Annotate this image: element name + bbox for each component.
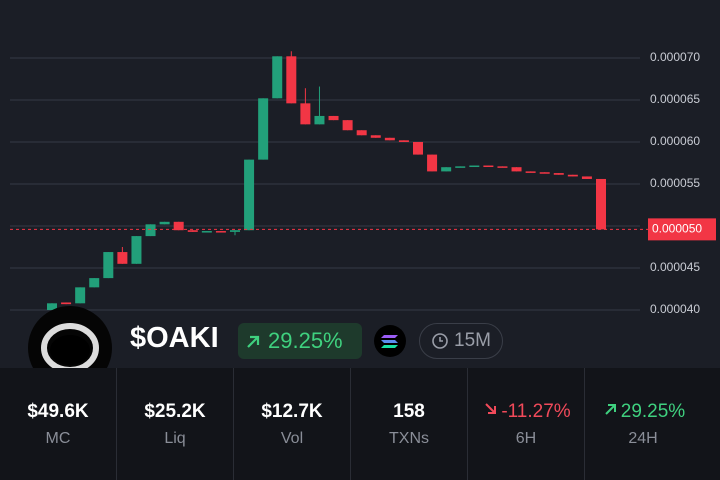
candle-body	[581, 176, 592, 179]
candle-body	[553, 173, 564, 175]
candle-body	[159, 221, 170, 225]
candle-body	[300, 103, 311, 125]
candle-body	[328, 115, 339, 121]
candle-body	[187, 230, 198, 232]
stat-value: $25.2K	[144, 401, 206, 422]
change-text: 29.25%	[268, 328, 343, 353]
stat: -11.27% 6H	[467, 368, 584, 480]
up-arrow	[605, 404, 616, 415]
candle-body	[173, 221, 184, 231]
candle-body	[596, 178, 606, 230]
candle-body	[215, 231, 226, 233]
candle-body	[47, 303, 57, 311]
candle-body	[469, 165, 480, 168]
y-tick-label: 0.000055	[650, 176, 700, 190]
candle-body	[342, 120, 353, 131]
token-name: $OAKI	[130, 322, 219, 354]
stat-label: TXNs	[389, 430, 429, 447]
token-header: $OAKI 29.25% 15M	[0, 300, 720, 390]
up-arrow	[247, 335, 260, 348]
candle-body	[356, 130, 367, 136]
candle-body	[244, 159, 255, 231]
price-label-box	[648, 218, 716, 241]
y-tick-label: 0.000040	[650, 302, 700, 316]
candle-body	[145, 224, 156, 237]
candle-body	[230, 230, 240, 232]
stat-label: Liq	[164, 430, 186, 447]
solana-logo	[381, 335, 398, 348]
candle-body	[413, 141, 423, 155]
stat-value: -11.27%	[468, 401, 584, 423]
candle-body	[131, 236, 142, 264]
candle-body	[455, 166, 466, 168]
price-label: 0.000050	[652, 222, 702, 236]
candle-body	[272, 56, 283, 99]
stat-value: 29.25%	[585, 401, 701, 423]
y-tick-label: 0.000060	[650, 134, 700, 148]
candle-body	[75, 287, 86, 304]
stat: 158 TXNs	[350, 368, 467, 480]
candle-body	[370, 135, 381, 138]
candle-body	[61, 302, 72, 305]
stat: $12.7K Vol	[233, 368, 350, 480]
chain-icon[interactable]	[374, 325, 406, 357]
candle-body	[539, 172, 550, 174]
candle-body	[483, 165, 494, 168]
candle-body	[117, 252, 128, 264]
candle-body	[286, 56, 297, 104]
candle-body	[384, 137, 395, 141]
stat: 29.25% 24H	[584, 368, 701, 480]
stat-value: 158	[393, 401, 425, 422]
change-badge: 29.25%	[238, 323, 362, 359]
stat: $25.2K Liq	[116, 368, 233, 480]
interval-pill[interactable]: 15M	[419, 323, 503, 359]
candle-body	[314, 115, 325, 125]
down-arrow	[485, 403, 497, 414]
y-tick-label: 0.000070	[650, 50, 700, 64]
candle-body	[258, 98, 269, 160]
candle-body	[103, 252, 114, 279]
candle-body	[525, 171, 536, 173]
candle-body	[201, 231, 212, 233]
y-tick-label: 0.000065	[650, 92, 700, 106]
chart: 0.000040 0.000045 0.000050 0.000055 0.000060…	[10, 50, 716, 316]
stat-label: Vol	[280, 430, 304, 447]
candle-body	[511, 167, 522, 172]
stat-value: $49.6K	[27, 401, 89, 422]
candle-body	[398, 140, 409, 142]
stats-bar: $49.6K MC $25.2K Liq $12.7K Vol 158 TXNs -11…	[0, 368, 720, 480]
stat: $49.6K MC	[0, 368, 116, 480]
stat-value: $12.7K	[261, 401, 323, 422]
y-tick-label: 0.000045	[650, 260, 700, 274]
stat-value-text: 29.25%	[620, 401, 686, 422]
candle-body	[497, 166, 508, 168]
candle-body	[427, 154, 438, 172]
stat-label: 24H	[628, 430, 658, 447]
stat-label: 6H	[515, 430, 537, 447]
clock-icon	[432, 333, 448, 349]
interval-text: 15M	[454, 330, 491, 351]
stat-value-text: -11.27%	[501, 401, 571, 422]
candle-body	[441, 167, 452, 172]
candle-body	[89, 278, 100, 288]
candle-body	[567, 174, 578, 177]
stat-label: MC	[45, 430, 71, 447]
